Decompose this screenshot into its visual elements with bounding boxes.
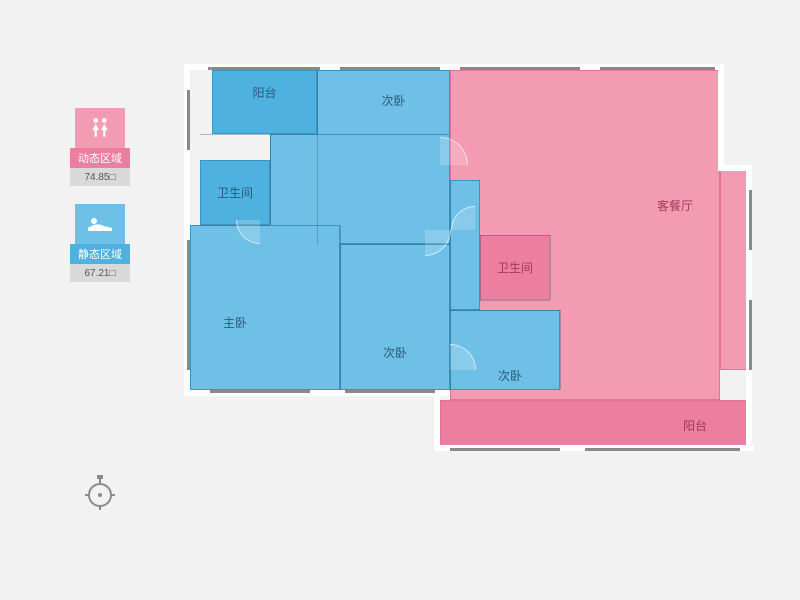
wall-segment (746, 400, 752, 450)
room-label-living: 客餐厅 (657, 197, 693, 214)
people-icon (87, 115, 113, 141)
interior-divider (270, 134, 271, 225)
interior-divider (340, 225, 341, 390)
legend-dynamic-icon (75, 108, 125, 148)
sleep-icon (86, 214, 114, 234)
room-label-master-bed: 主卧 (223, 314, 247, 331)
wall-segment (210, 390, 310, 393)
room-label-bedroom2-low: 次卧 (498, 367, 522, 384)
wall-segment (187, 240, 190, 370)
legend-static-value: 67.21□ (70, 264, 130, 282)
room-label-balcony-top: 阳台 (252, 84, 276, 101)
wall-segment (718, 64, 724, 170)
wall-segment (718, 165, 752, 171)
room-bedroom2-mid: 次卧 (340, 244, 450, 390)
room-label-bedroom2-top: 次卧 (381, 92, 405, 109)
wall-segment (749, 190, 752, 250)
wall-segment (208, 67, 320, 70)
room-bathroom-r: 卫生间 (480, 235, 550, 300)
room-master-bed: 主卧 (190, 225, 340, 390)
wall-segment (187, 90, 190, 150)
wall-segment (340, 67, 440, 70)
room-label-bathroom-r: 卫生间 (497, 259, 533, 276)
interior-divider (480, 235, 481, 300)
wall-segment (345, 390, 435, 393)
legend-dynamic-value: 74.85□ (70, 168, 130, 186)
room-label-balcony-bot: 阳台 (683, 417, 707, 434)
wall-segment (749, 300, 752, 370)
legend-static: 静态区域 67.21□ (70, 204, 130, 282)
wall-segment (585, 448, 740, 451)
wall-segment (434, 390, 440, 450)
interior-divider (480, 235, 550, 236)
wall-segment (460, 67, 580, 70)
interior-divider (317, 70, 318, 244)
interior-divider (480, 300, 550, 301)
legend: 动态区域 74.85□ 静态区域 67.21□ (70, 108, 130, 300)
room-label-bedroom2-mid: 次卧 (383, 344, 407, 361)
wall-segment (450, 448, 560, 451)
floor-plan: 客餐厅阳台阳台次卧卫生间主卧次卧次卧卫生间 (190, 70, 750, 470)
room-balcony-top: 阳台 (212, 70, 317, 134)
wall-segment (600, 67, 715, 70)
compass-icon (85, 475, 115, 505)
interior-divider (560, 310, 561, 390)
legend-dynamic: 动态区域 74.85□ (70, 108, 130, 186)
legend-static-label: 静态区域 (70, 244, 130, 264)
room-label-bathroom-left: 卫生间 (217, 184, 253, 201)
room-balcony-bot: 阳台 (440, 400, 750, 450)
legend-dynamic-label: 动态区域 (70, 148, 130, 168)
room-corridor-blue (450, 180, 480, 310)
interior-divider (200, 134, 317, 135)
interior-divider (450, 310, 560, 311)
legend-static-icon (75, 204, 125, 244)
interior-divider (550, 235, 551, 300)
room-bathroom-left: 卫生间 (200, 160, 270, 225)
